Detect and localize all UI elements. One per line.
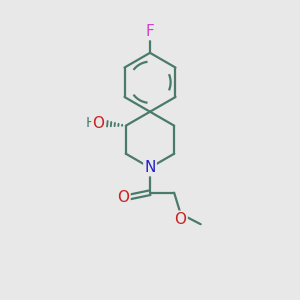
Text: O: O <box>118 190 130 205</box>
Text: N: N <box>144 160 156 175</box>
Text: O: O <box>175 212 187 227</box>
Text: H: H <box>85 116 96 130</box>
Text: O: O <box>92 116 104 131</box>
Text: F: F <box>146 24 154 39</box>
